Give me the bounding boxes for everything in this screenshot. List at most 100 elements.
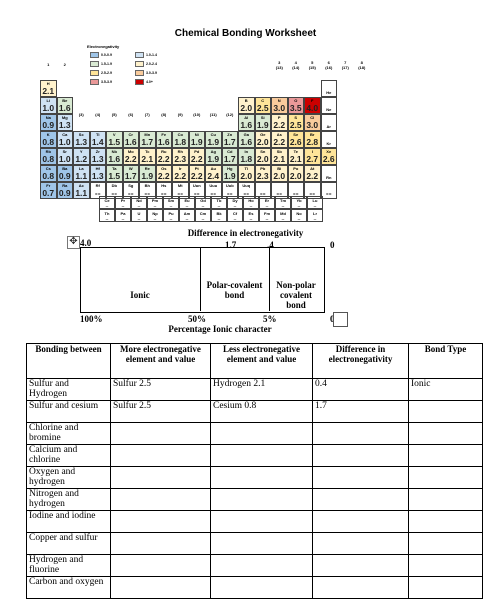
element-electronegativity: -- xyxy=(137,216,141,221)
less-electronegative-cell[interactable] xyxy=(210,576,313,599)
more-electronegative-cell[interactable] xyxy=(110,532,211,555)
less-electronegative-cell[interactable] xyxy=(210,466,313,489)
bond-type-cell[interactable] xyxy=(408,510,483,533)
non-polar-line3: bond xyxy=(286,300,306,310)
difference-cell[interactable] xyxy=(312,554,409,577)
element-electronegativity: -- xyxy=(153,203,157,208)
element-symbol: Lu xyxy=(312,198,318,203)
element-cell: S 2.5 xyxy=(287,114,304,131)
element-symbol: I xyxy=(311,149,313,154)
element-cell: Kr xyxy=(320,131,337,148)
element-symbol: Zn xyxy=(227,132,233,137)
less-electronegative-cell[interactable] xyxy=(210,510,313,533)
element-symbol: Pm xyxy=(151,198,159,203)
element-cell: Pr -- xyxy=(115,196,131,209)
element-symbol: Yb xyxy=(296,198,302,203)
more-electronegative-cell[interactable] xyxy=(110,466,211,489)
bond-type-cell[interactable] xyxy=(408,444,483,467)
more-electronegative-cell[interactable] xyxy=(110,576,211,599)
move-handle-icon[interactable]: ✥ xyxy=(67,236,80,249)
bond-type-cell[interactable] xyxy=(408,488,483,511)
element-symbol: Fe xyxy=(161,132,167,137)
bond-type-cell[interactable] xyxy=(408,400,483,423)
bonding-pair-cell: Sulfur and Hydrogen xyxy=(26,378,111,401)
element-symbol: Nd xyxy=(136,198,142,203)
difference-cell[interactable] xyxy=(312,532,409,555)
bond-type-cell[interactable] xyxy=(408,532,483,555)
less-electronegative-cell[interactable] xyxy=(210,422,313,445)
difference-cell[interactable] xyxy=(312,466,409,489)
scale-value-4: 4.0 xyxy=(80,238,92,248)
difference-cell[interactable] xyxy=(312,488,409,511)
element-symbol: Te xyxy=(293,149,298,154)
difference-cell[interactable]: 0.4 xyxy=(312,378,409,401)
table-row: Sulfur and Hydrogen Sulfur 2.5 Hydrogen 2.… xyxy=(26,378,483,401)
element-electronegativity: -- xyxy=(313,216,317,221)
more-electronegative-cell[interactable] xyxy=(110,422,211,445)
element-symbol: Rn xyxy=(326,175,332,180)
element-symbol: Bi xyxy=(277,166,282,171)
element-symbol: Ac xyxy=(78,183,84,188)
element-electronegativity: -- xyxy=(243,188,250,198)
bond-type-cell[interactable] xyxy=(408,466,483,489)
less-electronegative-cell[interactable] xyxy=(210,444,313,467)
element-cell: Po 2.0 xyxy=(287,165,304,182)
element-symbol: At xyxy=(310,166,315,171)
bond-type-cell[interactable] xyxy=(408,554,483,577)
element-electronegativity: 1.9 xyxy=(190,137,203,147)
difference-cell[interactable] xyxy=(312,422,409,445)
actinides-row: Th -- Pa -- U -- Np -- Pu -- Am -- Cm -- Bk -- Cf -- Es -- F… xyxy=(99,209,323,222)
bond-type-cell[interactable]: Ionic xyxy=(408,378,483,401)
legend-range: 2.0-2.4 xyxy=(146,62,157,66)
more-electronegative-cell[interactable] xyxy=(110,510,211,533)
more-electronegative-cell[interactable] xyxy=(110,444,211,467)
element-electronegativity: 1.6 xyxy=(157,137,170,147)
legend-swatch xyxy=(90,52,99,58)
less-electronegative-cell[interactable] xyxy=(210,488,313,511)
scale-title: Difference in electronegativity xyxy=(187,228,304,238)
difference-cell[interactable] xyxy=(312,444,409,467)
element-symbol: Pa xyxy=(120,211,126,216)
lanthanides-row: Ce -- Pr -- Nd -- Pm -- Sm -- Eu -- Gd -- Tb -- Dy -- Ho --… xyxy=(99,196,323,209)
element-symbol: Sr xyxy=(62,149,67,154)
more-electronegative-cell[interactable] xyxy=(110,488,211,511)
element-cell: Cu 1.9 xyxy=(205,131,222,148)
more-electronegative-cell[interactable]: Sulfur 2.5 xyxy=(110,400,211,423)
less-electronegative-cell[interactable] xyxy=(210,554,313,577)
bonding-pair-cell: Oxygen and hydrogen xyxy=(26,466,111,489)
pct-100: 100% xyxy=(80,314,103,324)
element-symbol: He xyxy=(326,90,332,95)
more-electronegative-cell[interactable] xyxy=(110,554,211,577)
element-symbol: Re xyxy=(144,166,150,171)
pct-5: 5% xyxy=(263,314,277,324)
element-cell: Na 0.9 xyxy=(40,114,57,131)
bond-type-cell[interactable] xyxy=(408,422,483,445)
element-electronegativity: 1.5 xyxy=(108,171,121,181)
element-symbol: Cd xyxy=(227,149,233,154)
element-symbol: Db xyxy=(111,183,117,188)
less-electronegative-cell[interactable]: Hydrogen 2.1 xyxy=(210,378,313,401)
more-electronegative-cell[interactable]: Sulfur 2.5 xyxy=(110,378,211,401)
element-cell: Ta 1.5 xyxy=(106,165,123,182)
bond-type-cell[interactable] xyxy=(408,576,483,599)
less-electronegative-cell[interactable] xyxy=(210,532,313,555)
difference-cell[interactable] xyxy=(312,510,409,533)
element-cell: Hs -- xyxy=(155,182,172,199)
element-electronegativity: 2.2 xyxy=(190,171,203,181)
difference-cell[interactable]: 1.7 xyxy=(312,400,409,423)
element-cell: C 2.5 xyxy=(254,97,271,114)
resize-handle[interactable] xyxy=(333,312,348,327)
legend-swatch xyxy=(135,79,144,85)
element-electronegativity: 0.8 xyxy=(42,137,55,147)
element-cell: Es -- xyxy=(243,209,259,222)
element-symbol: Kr xyxy=(326,141,331,146)
difference-cell[interactable] xyxy=(312,576,409,599)
element-cell: Uun -- xyxy=(188,182,205,199)
element-cell: N 3.0 xyxy=(271,97,288,114)
worksheet-title: Chemical Bonding Worksheet xyxy=(174,28,317,39)
element-symbol: C xyxy=(261,98,265,103)
legend-item: 1.0-1.4 xyxy=(135,52,180,58)
less-electronegative-cell[interactable]: Cesium 0.8 xyxy=(210,400,313,423)
element-symbol: Mt xyxy=(177,183,183,188)
group-number-iupac: (8) xyxy=(161,112,167,117)
